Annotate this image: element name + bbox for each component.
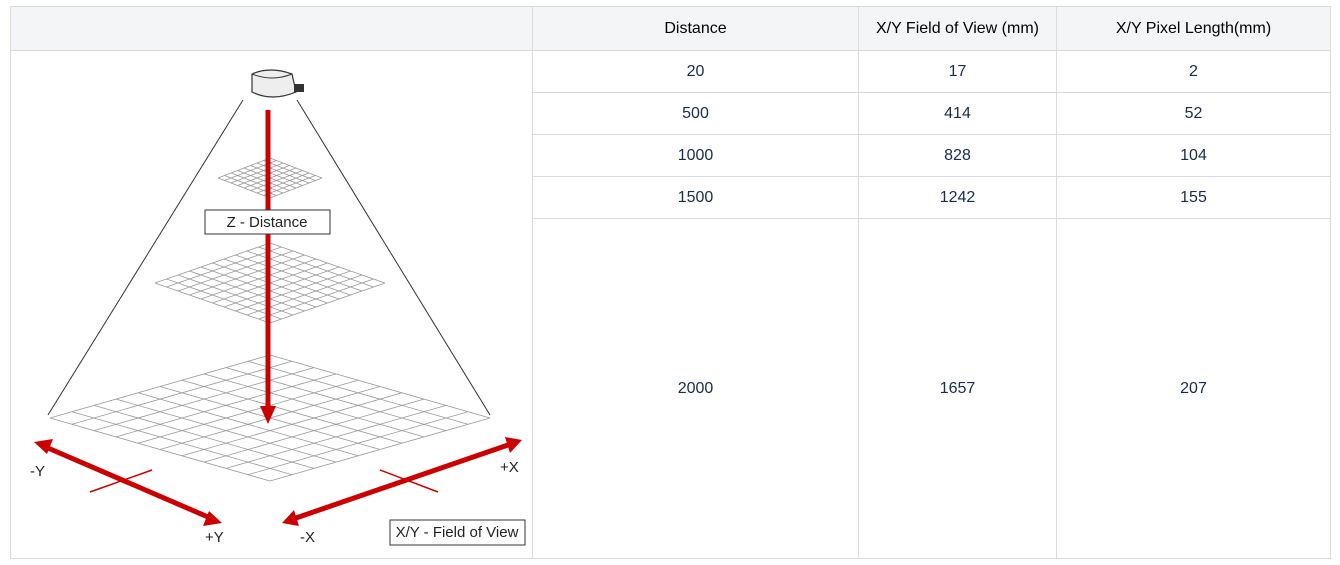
header-cell: [11, 7, 533, 51]
axis-label: -Y: [30, 463, 45, 480]
table-cell: 20: [533, 51, 859, 93]
table-cell: 207: [1057, 219, 1331, 559]
table-cell: 2000: [533, 219, 859, 559]
z-label: Z - Distance: [227, 214, 308, 231]
header-cell: X/Y Field of View (mm): [859, 7, 1057, 51]
axis-label: +X: [500, 459, 519, 476]
header-cell: Distance: [533, 7, 859, 51]
table-cell: 52: [1057, 93, 1331, 135]
table-cell: 414: [859, 93, 1057, 135]
table-cell: 1000: [533, 135, 859, 177]
axis-label: -X: [300, 529, 315, 546]
axis-label: +Y: [205, 529, 224, 546]
xy-label: X/Y - Field of View: [396, 524, 519, 541]
table-cell: 17: [859, 51, 1057, 93]
table-cell: 2: [1057, 51, 1331, 93]
page: Distance X/Y Field of View (mm) X/Y Pixe…: [0, 0, 1340, 565]
cone-line: [297, 100, 490, 415]
cone-line: [48, 100, 243, 415]
table-cell: 1657: [859, 219, 1057, 559]
table-cell: 828: [859, 135, 1057, 177]
table-cell: 500: [533, 93, 859, 135]
header-row: Distance X/Y Field of View (mm) X/Y Pixe…: [11, 7, 1331, 51]
table-cell: 1500: [533, 177, 859, 219]
camera: [252, 70, 304, 97]
table-cell: 1242: [859, 177, 1057, 219]
table-cell: 104: [1057, 135, 1331, 177]
table-cell: 155: [1057, 177, 1331, 219]
header-cell: X/Y Pixel Length(mm): [1057, 7, 1331, 51]
diagram: Z - Distance X/Y - Field of View -Y +Y -…: [10, 51, 532, 560]
